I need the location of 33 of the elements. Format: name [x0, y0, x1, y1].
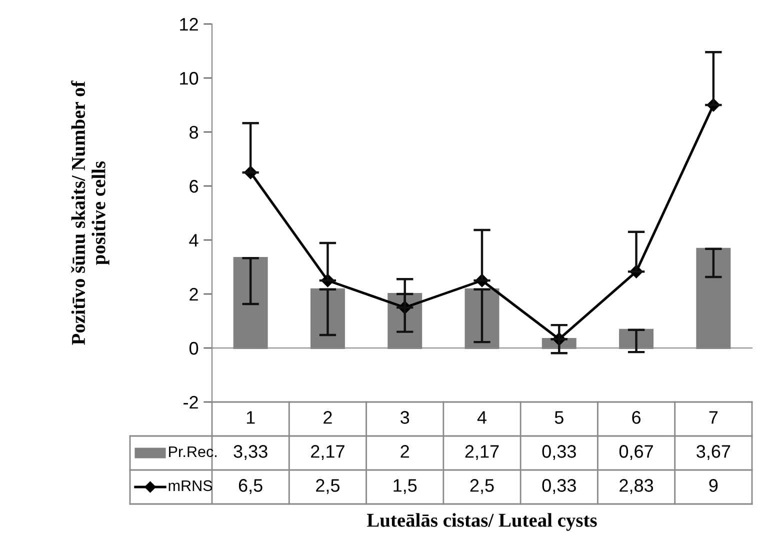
y-tick-label: 4: [189, 234, 198, 247]
data-label: 1,5: [394, 479, 417, 494]
data-label: 3,33: [234, 445, 268, 460]
y-tick-label: 2: [190, 288, 198, 301]
x-tick-label: 3: [400, 411, 410, 424]
y-tick-label: 6: [190, 180, 198, 193]
x-tick-label: 5: [554, 411, 564, 424]
x-tick-label: 1: [246, 411, 255, 424]
data-label: 2,17: [465, 445, 499, 460]
x-tick-label: 6: [632, 411, 641, 424]
data-label: 0,67: [619, 445, 653, 460]
data-label: 0,33: [542, 445, 576, 460]
y-tick-label: 12: [180, 18, 198, 31]
y-tick-label: 0: [189, 342, 198, 355]
data-label: 2,17: [311, 445, 344, 460]
data-label: 0,33: [542, 479, 576, 494]
data-label: 2,5: [470, 479, 494, 494]
data-label: 2,83: [620, 479, 654, 494]
x-axis-title: Luteālās cistas/ Luteal cysts: [367, 513, 597, 531]
x-tick-label: 2: [324, 411, 332, 424]
y-tick-label: 10: [180, 72, 198, 85]
legend-label: Pr.Rec.: [169, 446, 216, 458]
data-label: 6,5: [238, 479, 262, 494]
x-tick-label: 4: [477, 411, 486, 424]
y-axis-title: Pozitīvo šūnu skaits/ Number of positive cells: [71, 80, 110, 345]
legend-label: mRNS: [168, 480, 212, 492]
data-label: 2: [400, 445, 409, 458]
y-tick-label: 8: [190, 126, 198, 139]
data-label: 3,67: [696, 445, 730, 460]
y-tick-label: -2: [184, 396, 198, 409]
data-label: 9: [709, 479, 718, 492]
data-label: 2,5: [316, 479, 340, 494]
x-tick-label: 7: [709, 411, 718, 424]
